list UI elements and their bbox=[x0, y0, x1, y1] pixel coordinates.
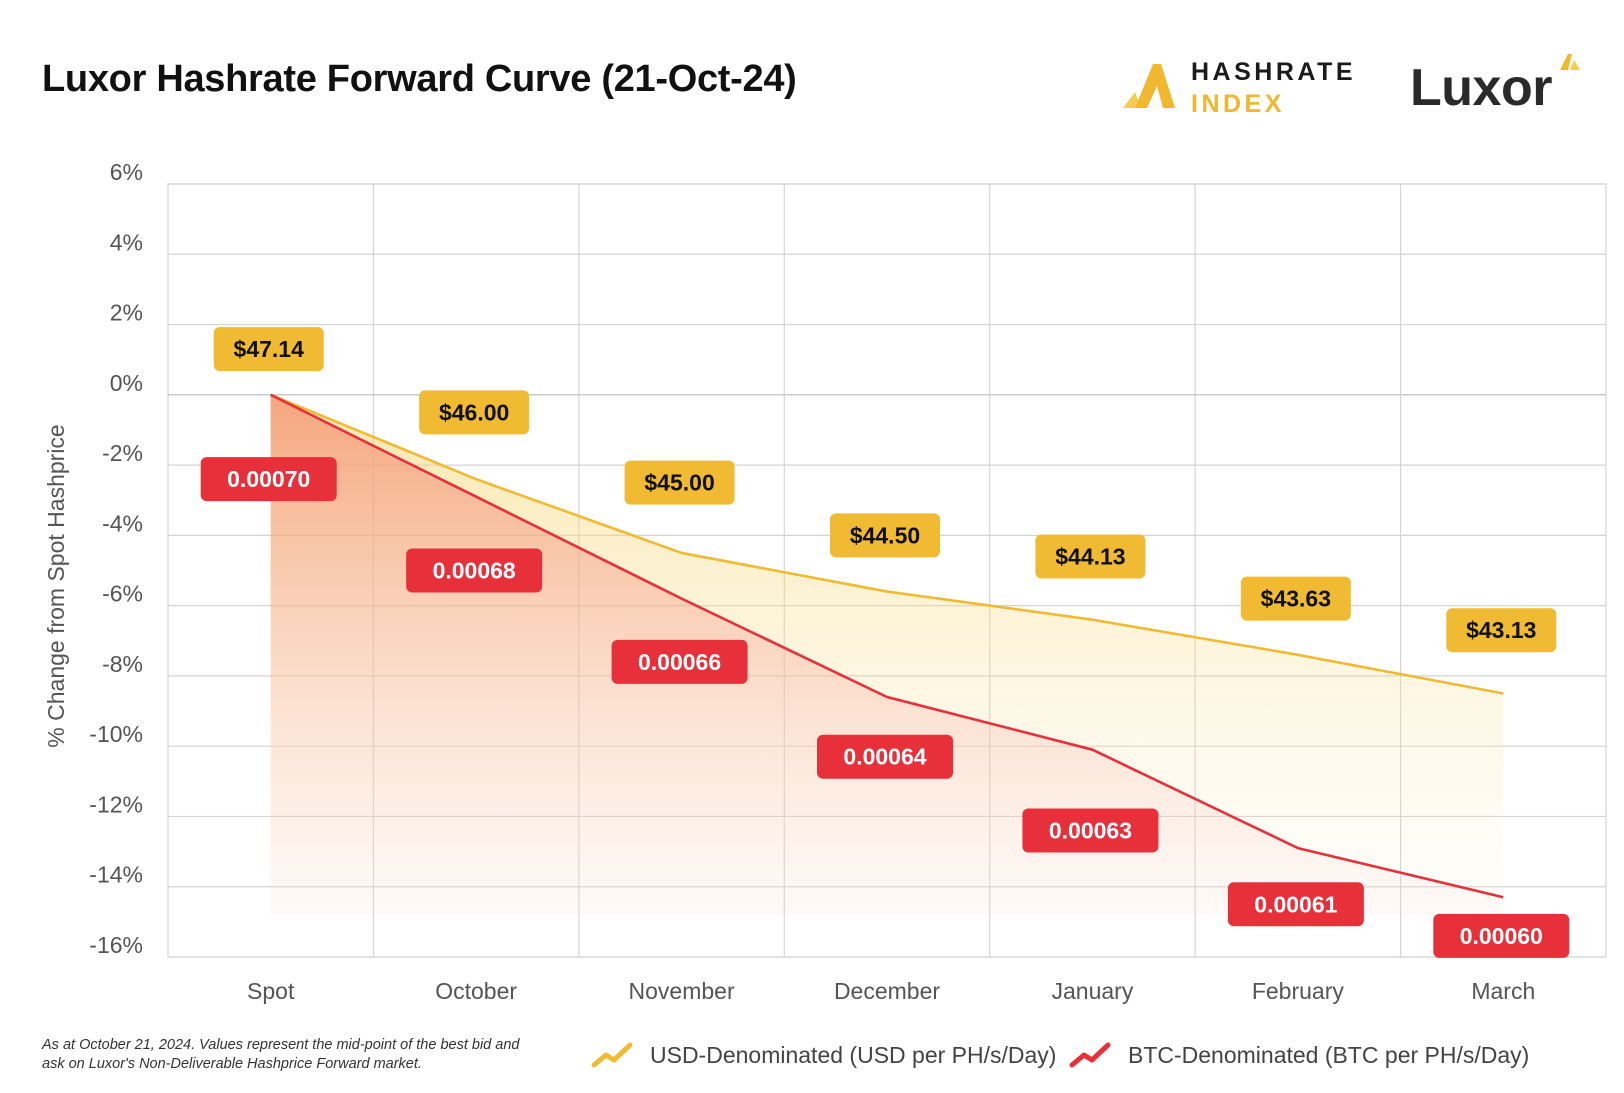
y-tick-label: -12% bbox=[89, 791, 143, 817]
btc-line-icon bbox=[1069, 1042, 1111, 1068]
y-tick-label: 2% bbox=[110, 300, 143, 326]
areas bbox=[270, 394, 1504, 915]
usd-value-label: $45.00 bbox=[644, 470, 714, 496]
y-tick-label: -2% bbox=[102, 440, 143, 466]
badge-background bbox=[406, 548, 543, 593]
hashrate-index-logo: HASHRATE INDEX bbox=[1115, 52, 1375, 122]
btc-value-badge: 0.00066 bbox=[611, 639, 748, 684]
badge-background bbox=[1433, 913, 1570, 958]
badge-background bbox=[1446, 608, 1557, 653]
legend-item-btc: BTC-Denominated (BTC per PH/s/Day) bbox=[1068, 1035, 1529, 1075]
usd-series-line bbox=[270, 393, 1504, 695]
x-tick-label: October bbox=[435, 978, 517, 1004]
badge-background bbox=[624, 460, 735, 505]
usd-value-label: $46.00 bbox=[439, 399, 509, 425]
luxor-logo-wordmark: Luxor bbox=[1410, 59, 1552, 117]
btc-value-label: 0.00061 bbox=[1254, 891, 1337, 917]
usd-value-label: $44.13 bbox=[1055, 543, 1125, 569]
badge-background bbox=[611, 639, 748, 684]
y-tick-label: 4% bbox=[110, 229, 143, 255]
btc-value-badge: 0.00061 bbox=[1227, 882, 1364, 927]
btc-value-label: 0.00070 bbox=[227, 466, 310, 492]
usd-value-label: $44.50 bbox=[850, 522, 920, 548]
btc-value-badge: 0.00060 bbox=[1433, 913, 1570, 958]
btc-value-label: 0.00064 bbox=[843, 744, 926, 770]
btc-area bbox=[270, 394, 1504, 915]
footnote: As at October 21, 2024. Values represent… bbox=[42, 1037, 520, 1072]
y-tick-label: -4% bbox=[102, 510, 143, 536]
x-tick-label: January bbox=[1052, 978, 1134, 1004]
hashrate-index-logo-line2: INDEX bbox=[1191, 90, 1285, 118]
badge-background bbox=[419, 390, 530, 435]
y-tick-label: -8% bbox=[102, 651, 143, 677]
usd-value-badge: $44.50 bbox=[830, 513, 940, 558]
x-tick-label: February bbox=[1252, 978, 1345, 1004]
legend-label-btc: BTC-Denominated (BTC per PH/s/Day) bbox=[1128, 1041, 1530, 1068]
y-axis-label: % Change from Spot Hashprice bbox=[43, 424, 69, 747]
y-axis-ticks: 6% 4% 2% 0% -2% -4% -6% -8% -10% -12% -14% -16% bbox=[89, 159, 143, 958]
badge-background bbox=[213, 327, 324, 372]
usd-value-badge: $44.13 bbox=[1035, 534, 1146, 579]
badge-background bbox=[817, 734, 953, 779]
badge-background bbox=[1035, 534, 1146, 579]
y-tick-label: -6% bbox=[102, 581, 143, 607]
luxor-logo-mark-icon bbox=[1560, 54, 1580, 70]
usd-value-badge: $46.00 bbox=[419, 390, 530, 435]
usd-value-badge: $45.00 bbox=[624, 460, 735, 505]
btc-value-badge: 0.00064 bbox=[817, 734, 953, 779]
hashrate-index-logo-line1: HASHRATE bbox=[1191, 58, 1357, 86]
usd-line-icon bbox=[591, 1042, 633, 1068]
badge-background bbox=[830, 513, 940, 558]
y-tick-label: 0% bbox=[110, 370, 143, 396]
badge-background bbox=[200, 457, 337, 502]
usd-value-label: $43.13 bbox=[1466, 617, 1536, 643]
x-tick-label: November bbox=[629, 978, 735, 1004]
legend-label-usd: USD-Denominated (USD per PH/s/Day) bbox=[650, 1041, 1057, 1068]
btc-value-label: 0.00063 bbox=[1049, 818, 1132, 844]
hashrate-index-logo-icon bbox=[1123, 64, 1175, 108]
page-title: Luxor Hashrate Forward Curve (21-Oct-24) bbox=[42, 58, 797, 100]
btc-value-label: 0.00066 bbox=[638, 649, 721, 675]
legend-item-usd: USD-Denominated (USD per PH/s/Day) bbox=[590, 1035, 1056, 1075]
x-tick-label: December bbox=[834, 978, 940, 1004]
x-tick-label: March bbox=[1471, 978, 1535, 1004]
y-tick-label: -16% bbox=[89, 932, 143, 958]
btc-value-badge: 0.00063 bbox=[1022, 808, 1159, 853]
usd-value-label: $43.63 bbox=[1261, 586, 1331, 612]
y-tick-label: -10% bbox=[89, 721, 143, 747]
btc-value-badge: 0.00070 bbox=[200, 457, 337, 502]
btc-value-badge: 0.00068 bbox=[406, 548, 543, 593]
x-tick-label: Spot bbox=[247, 978, 295, 1004]
lines bbox=[270, 393, 1504, 899]
badge-background bbox=[1240, 576, 1351, 621]
y-tick-label: -14% bbox=[89, 862, 143, 888]
usd-value-badge: $47.14 bbox=[213, 327, 324, 372]
forward-curve-chart: 6% 4% 2% 0% -2% -4% -6% -8% -10% -12% -14% -16% Spo… bbox=[43, 159, 1607, 1004]
btc-value-label: 0.00068 bbox=[433, 558, 516, 584]
usd-value-badge: $43.63 bbox=[1240, 576, 1351, 621]
btc-series-line bbox=[270, 393, 1504, 899]
usd-value-badge: $43.13 bbox=[1446, 608, 1557, 653]
x-axis-ticks: Spot October November December January Februa… bbox=[247, 978, 1535, 1004]
usd-value-label: $47.14 bbox=[234, 336, 305, 362]
y-tick-label: 6% bbox=[110, 159, 143, 185]
btc-value-label: 0.00060 bbox=[1460, 923, 1543, 949]
data-labels: $47.14 $46.00 $45.00 $44.50 $44.13 $43.63 $43.… bbox=[200, 327, 1570, 958]
badge-background bbox=[1022, 808, 1159, 853]
luxor-logo: Luxor bbox=[1410, 48, 1590, 128]
badge-background bbox=[1227, 882, 1364, 927]
